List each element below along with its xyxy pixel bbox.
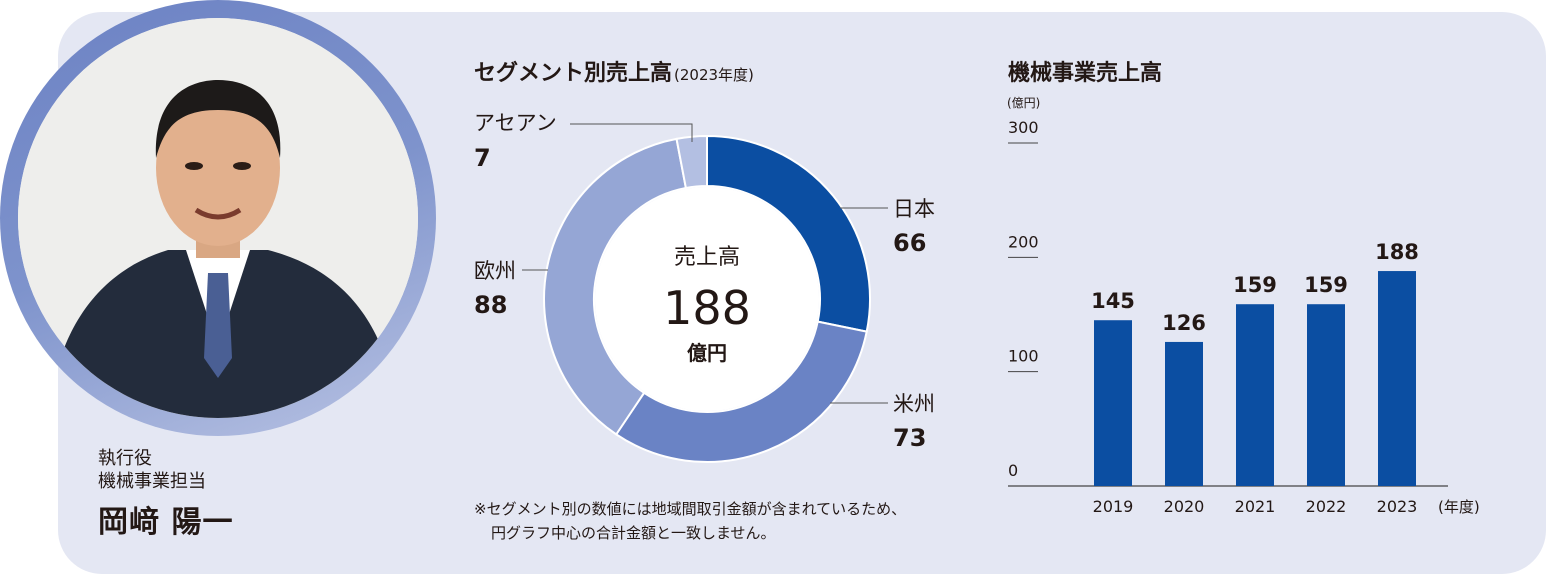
bar-value-2022: 159 <box>1304 273 1348 297</box>
bar-2019 <box>1094 320 1132 486</box>
role-line-2: 機械事業担当 <box>98 471 206 492</box>
y-tick-label-200: 200 <box>1008 232 1039 251</box>
segment-chart-title-text: セグメント別売上高 <box>474 61 673 86</box>
segment-note: ※セグメント別の数値には地域間取引金額が含まれているため、 円グラフ中心の合計金… <box>474 497 906 545</box>
bar-2020 <box>1165 341 1203 486</box>
x-tick-label-2019: 2019 <box>1093 497 1134 516</box>
y-tick-label-0: 0 <box>1008 461 1018 480</box>
donut-slice-japan <box>706 134 871 333</box>
donut-labels: 日本 66 米州 73 欧州 88 アセアン 7 <box>474 111 935 452</box>
bar-chart: 0 100 200 300 145 2019 126 2020 159 2021 159 2022 18… <box>1008 118 1448 516</box>
person-role: 執行役 機械事業担当 <box>98 447 206 493</box>
x-tick-label-2020: 2020 <box>1164 497 1205 516</box>
slice-label-japan: 日本 <box>893 197 935 221</box>
slice-label-europe: 欧州 <box>474 259 516 283</box>
bar-chart-title: 機械事業売上高 <box>1008 61 1163 86</box>
donut-center-label: 売上高 <box>674 245 740 270</box>
x-tick-label-2023: 2023 <box>1377 497 1418 516</box>
bar-2021 <box>1236 304 1274 486</box>
bar-value-2020: 126 <box>1162 311 1206 335</box>
donut-center-unit: 億円 <box>687 341 727 365</box>
slice-value-americas: 73 <box>893 424 926 452</box>
portrait-frame <box>0 0 436 436</box>
y-tick-label-300: 300 <box>1008 118 1039 137</box>
donut-slice-europe <box>543 137 688 436</box>
donut-center-hole <box>595 187 819 411</box>
segment-chart-subtitle: (2023年度) <box>674 66 754 84</box>
donut-slice-americas <box>614 320 868 463</box>
role-line-1: 執行役 <box>98 448 152 469</box>
bar-value-2023: 188 <box>1375 240 1419 264</box>
slice-label-americas: 米州 <box>893 392 935 416</box>
bar-x-unit: (年度) <box>1438 498 1480 516</box>
bar-value-2019: 145 <box>1091 289 1135 313</box>
slice-label-asean: アセアン <box>474 111 557 135</box>
slice-value-europe: 88 <box>474 291 507 319</box>
leader-line-asean <box>570 123 693 142</box>
x-tick-label-2021: 2021 <box>1235 497 1276 516</box>
bar-2023 <box>1378 271 1416 486</box>
note-line-2: 円グラフ中心の合計金額と一致しません。 <box>491 524 776 542</box>
person-name: 岡﨑 陽一 <box>98 505 234 540</box>
donut-slice-asean <box>675 134 708 190</box>
note-line-1: ※セグメント別の数値には地域間取引金額が含まれているため、 <box>474 500 907 518</box>
segment-chart-title: セグメント別売上高 (2023年度) <box>474 55 754 87</box>
slice-value-japan: 66 <box>893 229 926 257</box>
y-tick-label-100: 100 <box>1008 347 1039 366</box>
donut-center-value: 188 <box>663 281 751 335</box>
bar-2022 <box>1307 304 1345 486</box>
slice-value-asean: 7 <box>474 144 491 172</box>
donut-chart <box>543 134 871 463</box>
bar-value-2021: 159 <box>1233 273 1277 297</box>
x-tick-label-2022: 2022 <box>1306 497 1347 516</box>
bar-y-unit: (億円) <box>1007 96 1040 110</box>
portrait-photo <box>18 18 418 418</box>
